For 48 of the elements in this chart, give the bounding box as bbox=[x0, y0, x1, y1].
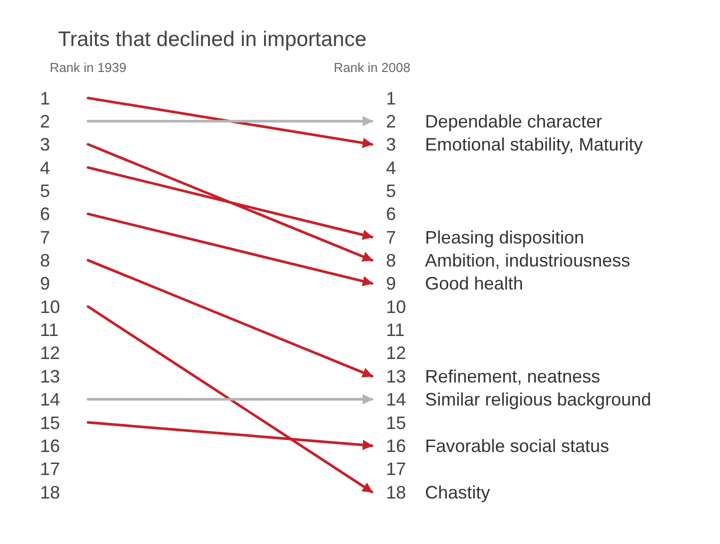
y-tick-label: 10 bbox=[40, 296, 60, 317]
text: Refinement, neatness bbox=[425, 366, 600, 386]
text: Chastity bbox=[425, 482, 490, 502]
y-tick-label: 1 bbox=[40, 88, 50, 108]
text: Pleasing disposition bbox=[425, 227, 584, 248]
y2-tick-label: 5 bbox=[386, 181, 396, 202]
y-tick-label: 9 bbox=[40, 274, 50, 294]
text: Favorable social status bbox=[425, 436, 610, 456]
y-tick-label: 11 bbox=[40, 320, 59, 340]
y-tick-label: 17 bbox=[40, 459, 60, 480]
y-tick-label: 14 bbox=[40, 390, 60, 410]
y-tick-label: 6 bbox=[40, 204, 50, 224]
y2-tick-label: 12 bbox=[386, 343, 406, 364]
y-tick-label: 5 bbox=[40, 181, 50, 202]
text: Similar religious background bbox=[425, 390, 652, 410]
text: Ambition, industriousness bbox=[425, 250, 630, 271]
y2-tick-label: 14 bbox=[386, 390, 406, 410]
y-tick-label: 16 bbox=[40, 436, 60, 456]
text: Dependable character bbox=[425, 111, 602, 132]
y2-tick-label: 13 bbox=[386, 366, 406, 386]
y2-tick-label: 10 bbox=[386, 296, 406, 317]
y2-tick-label: 6 bbox=[386, 204, 396, 224]
y-tick-label: 3 bbox=[40, 134, 50, 155]
y-tick-label: 12 bbox=[40, 343, 60, 364]
y-tick-label: 8 bbox=[40, 250, 50, 271]
y2-tick-label: 17 bbox=[386, 459, 406, 480]
y-tick-label: 15 bbox=[40, 412, 60, 433]
y2-tick-label: 1 bbox=[386, 88, 396, 108]
y2-tick-label: 8 bbox=[386, 250, 396, 271]
y2-tick-label: 2 bbox=[386, 111, 396, 132]
y-tick-label: 2 bbox=[40, 111, 50, 132]
y2-tick-label: 7 bbox=[386, 227, 396, 248]
y-tick-label: 18 bbox=[40, 482, 60, 502]
y-tick-label: 13 bbox=[40, 366, 60, 386]
y-tick-label: 7 bbox=[40, 227, 50, 248]
y2-tick-label: 15 bbox=[386, 412, 406, 433]
x-tick-label: Rank in 2008 bbox=[334, 60, 410, 75]
y2-tick-label: 11 bbox=[386, 320, 405, 340]
y2-tick-label: 18 bbox=[386, 482, 406, 502]
text: Emotional stability, Maturity bbox=[425, 134, 643, 155]
chart-title: Traits that declined in importance bbox=[58, 28, 367, 51]
y-tick-label: 4 bbox=[40, 158, 50, 178]
y2-tick-label: 16 bbox=[386, 436, 406, 456]
x-tick-label: Rank in 1939 bbox=[50, 60, 126, 75]
y2-tick-label: 3 bbox=[386, 134, 396, 155]
y2-tick-label: 4 bbox=[386, 158, 396, 178]
y2-tick-label: 9 bbox=[386, 274, 396, 294]
text: Good health bbox=[425, 274, 524, 294]
